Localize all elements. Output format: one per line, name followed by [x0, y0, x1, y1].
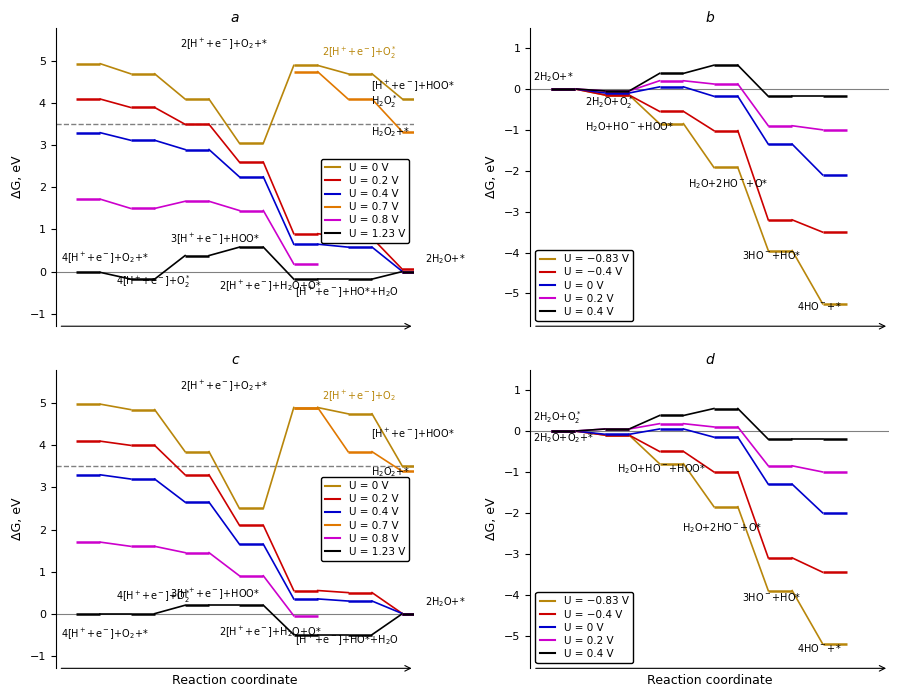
Text: 4[H$^+$+e$^-$]+O$_2$+*: 4[H$^+$+e$^-$]+O$_2$+* [61, 251, 149, 265]
Text: 2H$_2$O+O$_2^*$: 2H$_2$O+O$_2^*$ [533, 409, 581, 426]
Y-axis label: ΔG, eV: ΔG, eV [11, 498, 24, 540]
Text: 2[H$^+$+e$^-$]+O$_2$+*: 2[H$^+$+e$^-$]+O$_2$+* [180, 378, 268, 393]
Text: 4[H$^+$+e$^-$]+O$_2$+*: 4[H$^+$+e$^-$]+O$_2$+* [61, 626, 149, 641]
Legend: U = −0.83 V, U = −0.4 V, U = 0 V, U = 0.2 V, U = 0.4 V: U = −0.83 V, U = −0.4 V, U = 0 V, U = 0.… [536, 250, 633, 321]
Text: 4HO$^-$+*: 4HO$^-$+* [796, 300, 842, 312]
Text: H$_2$O+HO$^-$+HOO*: H$_2$O+HO$^-$+HOO* [617, 462, 707, 476]
X-axis label: Reaction coordinate: Reaction coordinate [172, 674, 298, 687]
Text: 2H$_2$O+*: 2H$_2$O+* [426, 595, 466, 609]
Text: [H$^+$+e$^-$]+HOO*: [H$^+$+e$^-$]+HOO* [371, 426, 454, 441]
Text: c: c [231, 352, 239, 366]
Text: 4HO$^-$+*: 4HO$^-$+* [796, 642, 842, 654]
Text: [H$^+$+e$^-$]+HOO*: [H$^+$+e$^-$]+HOO* [371, 78, 454, 93]
Text: H$_2$O$_2$+*: H$_2$O$_2$+* [371, 466, 410, 479]
Text: 4[H$^+$+e$^-$]+O$_2^*$: 4[H$^+$+e$^-$]+O$_2^*$ [115, 274, 191, 290]
X-axis label: Reaction coordinate: Reaction coordinate [647, 674, 772, 687]
Text: 3HO$^-$+HO*: 3HO$^-$+HO* [742, 248, 802, 261]
Text: d: d [706, 352, 714, 366]
Text: 2[H$^+$+e$^-$]+H$_2$O+O*: 2[H$^+$+e$^-$]+H$_2$O+O* [219, 624, 321, 639]
Legend: U = 0 V, U = 0.2 V, U = 0.4 V, U = 0.7 V, U = 0.8 V, U = 1.23 V: U = 0 V, U = 0.2 V, U = 0.4 V, U = 0.7 V… [320, 159, 410, 243]
Text: 2[H$^+$+e$^-$]+O$_2$: 2[H$^+$+e$^-$]+O$_2$ [322, 388, 396, 403]
Text: b: b [706, 10, 714, 24]
Text: 3[H$^+$+e$^-$]+HOO*: 3[H$^+$+e$^-$]+HOO* [170, 586, 260, 601]
Text: 2[H$^+$+e$^-$]+H$_2$O+O*: 2[H$^+$+e$^-$]+H$_2$O+O* [219, 278, 321, 292]
Text: 2[H$^+$+e$^-$]+O$_2$+*: 2[H$^+$+e$^-$]+O$_2$+* [180, 36, 268, 51]
Text: 2H$_2$O+*: 2H$_2$O+* [426, 253, 466, 267]
Text: 4[H$^+$+e$^-$]+O$_2^*$: 4[H$^+$+e$^-$]+O$_2^*$ [115, 588, 191, 605]
Y-axis label: ΔG, eV: ΔG, eV [485, 498, 499, 540]
Text: 2H$_2$O+O$_2^*$: 2H$_2$O+O$_2^*$ [585, 95, 633, 112]
Text: H$_2$O+HO$^-$+HOO*: H$_2$O+HO$^-$+HOO* [585, 120, 673, 134]
Legend: U = −0.83 V, U = −0.4 V, U = 0 V, U = 0.2 V, U = 0.4 V: U = −0.83 V, U = −0.4 V, U = 0 V, U = 0.… [536, 593, 633, 663]
Text: 3HO$^-$+HO*: 3HO$^-$+HO* [742, 591, 802, 603]
Legend: U = 0 V, U = 0.2 V, U = 0.4 V, U = 0.7 V, U = 0.8 V, U = 1.23 V: U = 0 V, U = 0.2 V, U = 0.4 V, U = 0.7 V… [320, 477, 410, 561]
Text: H$_2$O$_2$+*: H$_2$O$_2$+* [371, 125, 410, 139]
Text: a: a [230, 10, 239, 24]
Text: [H$^+$+e$^-$]+HO*+H$_2$O: [H$^+$+e$^-$]+HO*+H$_2$O [295, 632, 399, 647]
Y-axis label: ΔG, eV: ΔG, eV [11, 156, 24, 198]
Text: 3[H$^+$+e$^-$]+HOO*: 3[H$^+$+e$^-$]+HOO* [170, 231, 260, 246]
Y-axis label: ΔG, eV: ΔG, eV [485, 156, 499, 198]
Text: 2[H$^+$+e$^-$]+O$_2^*$: 2[H$^+$+e$^-$]+O$_2^*$ [322, 45, 397, 61]
Text: H$_2$O+2HO$^-$+O*: H$_2$O+2HO$^-$+O* [688, 177, 768, 191]
Text: H$_2$O$_2^*$: H$_2$O$_2^*$ [371, 93, 397, 110]
Text: H$_2$O+2HO$^-$+O*: H$_2$O+2HO$^-$+O* [682, 521, 762, 535]
Text: [H$^+$+e$^-$]+HO*+H$_2$O: [H$^+$+e$^-$]+HO*+H$_2$O [295, 284, 399, 299]
Text: 2H$_2$O+*: 2H$_2$O+* [533, 70, 573, 84]
Text: 2H$_2$O+O$_2$+*: 2H$_2$O+O$_2$+* [533, 431, 594, 445]
